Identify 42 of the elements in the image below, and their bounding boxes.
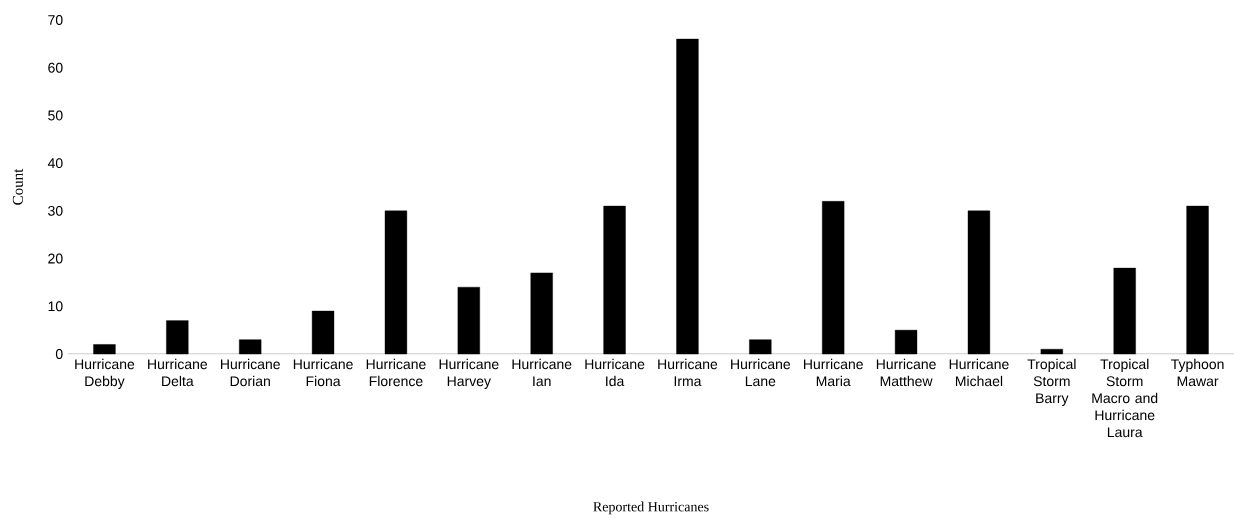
x-tick-label: Hurricane Ida — [585, 358, 645, 387]
bar — [749, 339, 772, 355]
bar — [457, 287, 480, 355]
x-tick-label: Hurricane Lane — [731, 358, 791, 387]
y-tick-label: 40 — [47, 158, 63, 169]
x-tick-label: Hurricane Maria — [803, 358, 863, 387]
bar — [311, 310, 335, 355]
bar — [1040, 349, 1063, 355]
y-tick-label: 30 — [48, 205, 63, 216]
x-tick-label: Hurricane Matthew — [876, 358, 936, 387]
bar — [239, 339, 262, 355]
bar — [93, 344, 116, 355]
bar — [1113, 267, 1136, 355]
x-tick-label: Hurricane Dorian — [220, 358, 280, 387]
y-tick-label: 10 — [48, 301, 63, 312]
x-tick-label: Hurricane Debby — [75, 358, 135, 389]
x-tick-label: Hurricane Michael — [949, 358, 1009, 387]
bar — [967, 210, 991, 355]
y-tick-label: 20 — [48, 253, 63, 264]
x-tick-label: Tropical Storm Macro and Hurricane Laura — [1092, 358, 1158, 438]
bar — [676, 38, 699, 355]
x-tick-label: Hurricane Irma — [658, 358, 718, 387]
y-tick-label: 60 — [48, 62, 63, 73]
y-tick-label: 50 — [48, 110, 63, 121]
x-tick-label: Hurricane Florence — [366, 358, 426, 387]
y-tick-label: 70 — [48, 15, 63, 25]
bar — [894, 329, 918, 355]
y-axis-title: Count — [12, 168, 23, 205]
bar — [384, 210, 408, 355]
y-tick-label: 0 — [55, 349, 63, 359]
x-tick-label: Hurricane Delta — [148, 358, 208, 387]
bar — [530, 272, 553, 355]
bar — [822, 201, 845, 355]
x-tick-label: Typhoon Mawar — [1171, 358, 1224, 387]
x-axis-title: Reported Hurricanes — [593, 501, 709, 515]
x-tick-label: Tropical Storm Barry — [1027, 358, 1076, 406]
bar — [603, 205, 626, 355]
x-tick-label: Hurricane Fiona — [293, 358, 353, 387]
bar — [1186, 205, 1209, 355]
x-tick-label: Hurricane Harvey — [439, 358, 499, 389]
x-tick-label: Hurricane Ian — [512, 358, 572, 387]
bar — [166, 320, 189, 355]
